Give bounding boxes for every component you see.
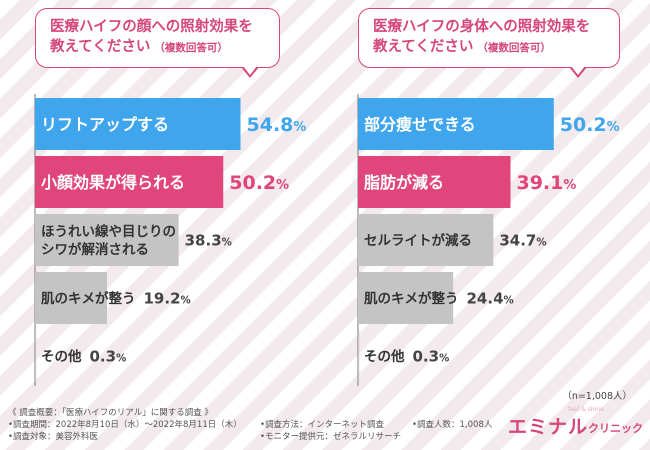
value-percent-sign: % [607,120,620,135]
footer-count: •調査人数：1,008人 [412,420,493,430]
left-question-note: （複数回答可） [154,42,228,54]
logo-tagline: feel & shine [568,406,604,413]
bar-face-3 [35,214,179,266]
value-number: 24.4 [467,290,504,308]
bar-body-5 [358,330,360,382]
value-percent-sign: % [116,354,126,365]
left-bubble-tail [241,66,259,78]
right-question-text2: 教えてください [373,39,474,55]
brand-logo: feel & shine エミナルクリニック [508,406,644,439]
value-label-face-2: 50.2% [229,172,289,194]
sample-size-note: （n=1,008人） [562,391,632,402]
bar-label-face-2: 小顔効果が得られる [41,173,185,192]
value-label-face-4: 19.2% [144,290,191,308]
left-question-text2: 教えてください [50,39,151,55]
bar-label-face-1: リフトアップする [41,115,169,134]
value-label-body-5: 0.3% [413,348,450,366]
bar-label-body-3: セルライトが減る [364,232,472,249]
right-bubble-tail [569,66,587,78]
value-number: 34.7 [499,232,536,250]
value-percent-sign: % [536,238,546,249]
logo-main: エミナル [508,416,589,438]
bar-body-2 [358,156,511,208]
value-label-face-5: 0.3% [90,348,127,366]
bar-body-1 [358,98,554,150]
value-number: 0.3 [90,348,117,366]
bar-body-3 [358,214,494,266]
value-percent-sign: % [293,120,306,135]
value-label-face-3: 38.3% [185,232,232,250]
bar-face-4 [35,272,107,324]
bar-label-body-4: 肌のキメが整う [364,290,459,307]
value-label-face-1: 54.8% [247,114,307,136]
bar-label-body-2: 脂肪が減る [364,173,444,192]
right-question-line1: 医療ハイフの身体への照射効果を [373,19,591,35]
value-percent-sign: % [439,354,449,365]
bar-face-1 [35,98,241,150]
right-question-line2: 教えてください （複数回答可） [373,37,605,58]
left-question-line1: 医療ハイフの顔への照射効果を [50,19,253,35]
value-number: 0.3 [413,348,440,366]
value-label-body-4: 24.4% [467,290,514,308]
bar-label-face-4: 肌のキメが整う [41,290,136,307]
value-label-body-2: 39.1% [516,172,576,194]
value-label-body-3: 34.7% [499,232,546,250]
right-question-bubble: 医療ハイフの身体への照射効果を 教えてください （複数回答可） [358,8,620,78]
bar-label-body-5: その他 [364,348,405,365]
bar-face-2 [35,156,224,208]
footer-method: •調査方法：インターネット調査 [260,420,385,430]
left-question-line2: 教えてください （複数回答可） [50,37,265,58]
value-number: 39.1 [516,172,563,194]
value-percent-sign: % [563,178,576,193]
bar-body-4 [358,272,454,324]
bar-label-face-3: シワが解消される [41,241,149,258]
value-percent-sign: % [504,296,514,307]
footer-period: •調査期間：2022年8月10日（水）〜2022年8月11日（木） [8,420,242,430]
value-number: 50.2 [560,114,607,136]
bar-label-face-3: ほうれい線や目じりの [41,223,176,240]
value-label-body-1: 50.2% [560,114,620,136]
value-percent-sign: % [181,296,191,307]
right-question-note: （複数回答可） [477,42,551,54]
value-number: 50.2 [229,172,276,194]
footer-target: •調査対象：美容外科医 [8,432,99,442]
value-percent-sign: % [276,178,289,193]
footer-provider: •モニター提供元：ゼネラルリサーチ [260,432,402,442]
bar-label-face-5: その他 [41,348,82,365]
logo-sub: クリニック [588,422,644,435]
bar-label-body-1: 部分痩せできる [364,115,476,134]
value-number: 38.3 [185,232,222,250]
bar-face-5 [35,330,37,382]
left-question-bubble: 医療ハイフの顔への照射効果を 教えてください （複数回答可） [35,8,280,78]
value-percent-sign: % [222,238,232,249]
value-number: 19.2 [144,290,181,308]
value-number: 54.8 [247,114,294,136]
footer-summary: 《 調査概要：「医療ハイフのリアル」に関する調査 》 [8,408,213,418]
